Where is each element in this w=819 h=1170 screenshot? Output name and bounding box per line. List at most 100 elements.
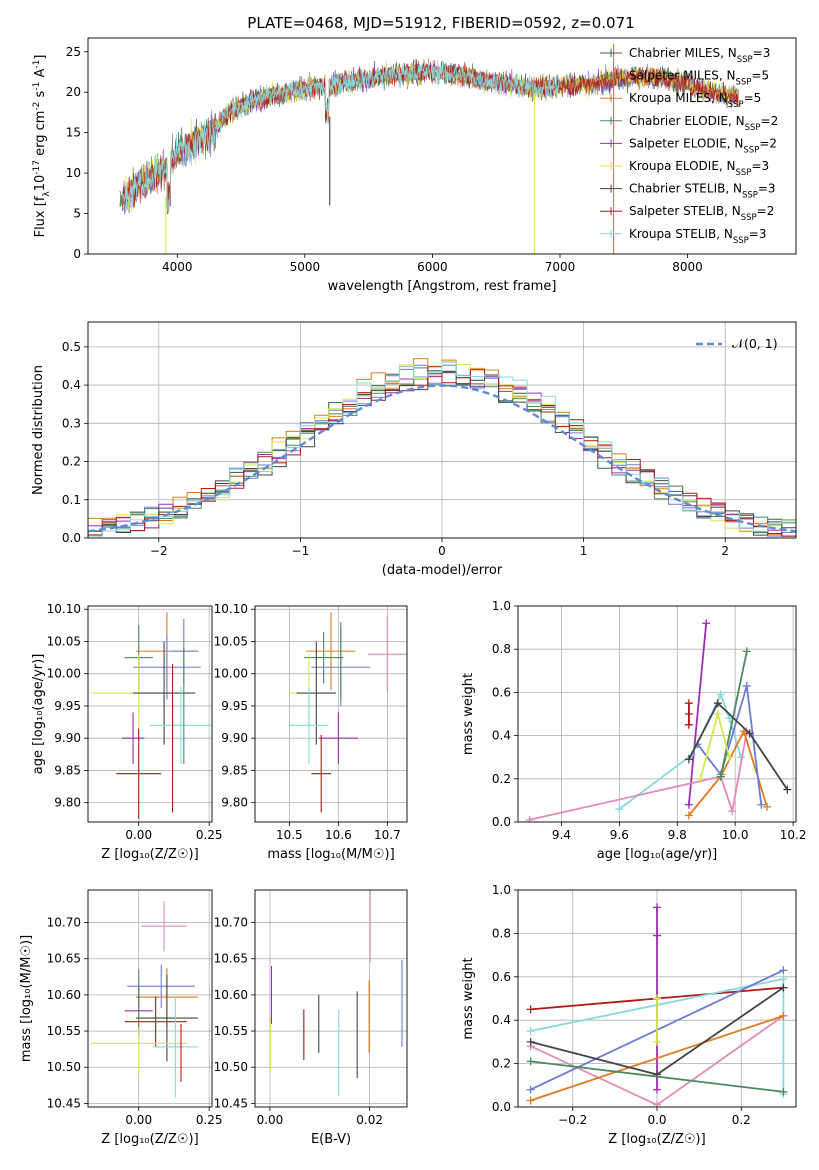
x-tick-label: −1 [292, 544, 310, 558]
legend-label-main: Chabrier MILES, N [629, 46, 737, 60]
legend-label-end: =2 [759, 136, 777, 150]
legend-label: Chabrier MILES, NSSP=3 [629, 46, 770, 65]
weight-marker [653, 903, 661, 912]
y-tick-label: 20 [66, 85, 81, 99]
legend-label: 𝒩(0, 1) [732, 336, 778, 351]
weight-marker [742, 681, 751, 690]
errorbar-point [367, 615, 407, 694]
weight-marker [702, 619, 711, 628]
y-tick-label: 0.4 [62, 378, 81, 392]
errorbar-point [133, 641, 196, 745]
x-tick-label: 0.02 [356, 1113, 383, 1127]
y-tick-label: 9.90 [221, 731, 248, 745]
age-vs-mass-panel: 10.5 10.6 10.7 9.80 9.85 9.90 9.95 10.00 10.05 10… [214, 602, 408, 862]
legend-label: Kroupa MILES, NSSP=5 [629, 91, 761, 110]
weight-marker [526, 1027, 535, 1036]
y-tick-label: 9.90 [54, 731, 81, 745]
y-tick-label: 10.00 [214, 667, 248, 681]
y-axis-label-part: s [33, 90, 48, 101]
figure-title: PLATE=0468, MJD=51912, FIBERID=0592, z=0… [247, 14, 634, 32]
legend-label-sub: SSP [733, 236, 749, 246]
weight-marker [742, 647, 751, 656]
weight-series-line [696, 685, 763, 805]
y-axis-label: Flux [fλ10-17 erg cm-2 s-1 A-1] [32, 55, 52, 238]
histogram-steps [88, 358, 796, 537]
y-tick-label: 0.6 [492, 970, 511, 984]
errorbar-points [289, 612, 407, 813]
y-tick-label: 0.0 [492, 1100, 511, 1114]
x-axis-label: Z [log₁₀(Z/Z☉)] [101, 1132, 198, 1147]
y-tick-label: 9.95 [221, 699, 248, 713]
y-tick-label: 10.60 [214, 988, 248, 1002]
y-axis-label-part: 10 [33, 175, 48, 192]
y-tick-label: 5 [73, 207, 81, 221]
x-tick-label: 6000 [417, 260, 448, 274]
y-tick-label: 0.8 [492, 926, 511, 940]
legend-label-end: =3 [751, 159, 769, 173]
y-tick-label: 0.2 [492, 772, 511, 786]
x-axis-label: mass [log₁₀(M/M☉)] [267, 847, 394, 862]
weight-marker [779, 974, 788, 983]
weight-marker [653, 931, 661, 940]
y-tick-label: 0.1 [62, 493, 81, 507]
legend-label-end: =5 [751, 69, 769, 83]
errorbar-points [269, 890, 403, 1097]
plot-frame [87, 889, 213, 1108]
y-tick-label: 10.65 [214, 952, 248, 966]
x-tick-label: 9.6 [610, 828, 629, 842]
legend-label-main: Chabrier ELODIE, N [629, 114, 745, 128]
y-axis-label: mass weight [461, 957, 476, 1039]
x-tick-label: −0.2 [558, 1113, 587, 1127]
x-tick-label: 5000 [290, 260, 321, 274]
weight-series-line [719, 651, 748, 777]
x-tick-label: 10.5 [276, 828, 303, 842]
mass-vs-Z-panel: 0.00 0.25 10.45 10.50 10.55 10.60 10.65 10.70 Z … [19, 889, 223, 1147]
x-tick-label: 0.25 [196, 1113, 223, 1127]
y-tick-label: 10.70 [214, 916, 248, 930]
legend-label: Kroupa STELIB, NSSP=3 [629, 227, 767, 246]
x-axis-label: Z [log₁₀(Z/Z☉)] [101, 847, 198, 862]
plot-frame [517, 605, 797, 823]
y-tick-label: 10.50 [214, 1060, 248, 1074]
y-axis-label-part: λ [42, 191, 52, 197]
y-tick-label: 10.65 [47, 952, 81, 966]
x-tick-label: 8000 [672, 260, 703, 274]
weight-lines [526, 903, 788, 1107]
legend-label-main: Salpeter MILES, N [629, 69, 736, 83]
plot-frame [254, 889, 408, 1108]
legend-label: Chabrier ELODIE, NSSP=2 [629, 114, 778, 133]
y-tick-label: 15 [66, 126, 81, 140]
weight-marker [763, 802, 772, 811]
y-tick-label: 9.80 [221, 796, 248, 810]
weight-marker [653, 1100, 661, 1107]
y-tick-label: 10.55 [47, 1024, 81, 1038]
y-tick-label: 0.2 [62, 455, 81, 469]
y-tick-label: 10.60 [47, 988, 81, 1002]
y-tick-label: 10 [66, 166, 81, 180]
weight-marker [684, 720, 693, 729]
weight-marker [713, 699, 722, 708]
errorbar-points [90, 612, 212, 819]
x-axis-label: E(B-V) [311, 1132, 351, 1147]
x-tick-label: 0.00 [257, 1113, 284, 1127]
legend-label-sub: SSP [737, 55, 753, 65]
weight-marker [684, 699, 693, 708]
legend-label-sub: SSP [741, 213, 757, 223]
legend-label-end: =5 [744, 91, 762, 105]
weight-marker [779, 1011, 788, 1020]
weight-marker [728, 807, 737, 816]
y-tick-label: 0.2 [492, 1057, 511, 1071]
weight-vs-age-panel: 9.4 9.6 9.8 10.0 10.2 0.0 0.2 0.4 0.6 0.8 1.0 age [… [461, 599, 806, 862]
x-tick-label: 0.0 [647, 1113, 666, 1127]
plot-frame [517, 889, 797, 1108]
legend-label-main: Kroupa MILES, N [629, 91, 728, 105]
y-axis-label: age [log₁₀(age/yr)] [31, 654, 46, 775]
y-tick-label: 10.05 [214, 634, 248, 648]
x-tick-label: −2 [150, 544, 168, 558]
y-tick-label: 0.0 [62, 531, 81, 545]
y-tick-label: 10.00 [47, 667, 81, 681]
errorbar-point [121, 712, 145, 764]
x-tick-label: 10.2 [780, 828, 807, 842]
weight-marker [745, 729, 754, 738]
